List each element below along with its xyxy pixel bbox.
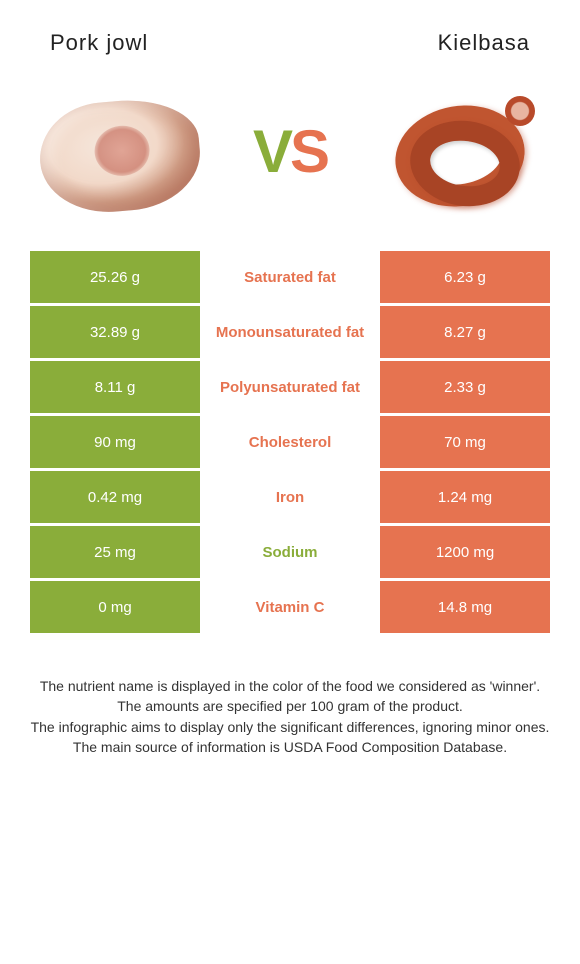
right-value: 1.24 mg (380, 471, 550, 523)
footer-line: The infographic aims to display only the… (25, 717, 555, 737)
left-value: 32.89 g (30, 306, 200, 358)
pork-jowl-image (30, 81, 210, 221)
comparison-table: 25.26 g Saturated fat 6.23 g 32.89 g Mon… (0, 251, 580, 633)
right-value: 2.33 g (380, 361, 550, 413)
left-value: 90 mg (30, 416, 200, 468)
table-row: 0.42 mg Iron 1.24 mg (30, 471, 550, 523)
vs-s: S (290, 118, 327, 185)
header: Pork jowl Kielbasa (0, 0, 580, 66)
table-row: 90 mg Cholesterol 70 mg (30, 416, 550, 468)
right-value: 70 mg (380, 416, 550, 468)
nutrient-label: Sodium (200, 526, 380, 578)
table-row: 0 mg Vitamin C 14.8 mg (30, 581, 550, 633)
left-value: 8.11 g (30, 361, 200, 413)
left-value: 25 mg (30, 526, 200, 578)
nutrient-label: Vitamin C (200, 581, 380, 633)
table-row: 8.11 g Polyunsaturated fat 2.33 g (30, 361, 550, 413)
vs-v: V (253, 118, 290, 185)
nutrient-label: Cholesterol (200, 416, 380, 468)
right-value: 8.27 g (380, 306, 550, 358)
left-value: 0 mg (30, 581, 200, 633)
left-value: 0.42 mg (30, 471, 200, 523)
table-row: 25.26 g Saturated fat 6.23 g (30, 251, 550, 303)
right-value: 6.23 g (380, 251, 550, 303)
vs-label: VS (253, 117, 327, 186)
right-value: 1200 mg (380, 526, 550, 578)
footer-notes: The nutrient name is displayed in the co… (0, 636, 580, 757)
images-row: VS (0, 66, 580, 251)
left-value: 25.26 g (30, 251, 200, 303)
table-row: 25 mg Sodium 1200 mg (30, 526, 550, 578)
nutrient-label: Saturated fat (200, 251, 380, 303)
footer-line: The main source of information is USDA F… (25, 737, 555, 757)
kielbasa-image (370, 81, 550, 221)
footer-line: The amounts are specified per 100 gram o… (25, 696, 555, 716)
nutrient-label: Iron (200, 471, 380, 523)
left-food-title: Pork jowl (50, 30, 148, 56)
nutrient-label: Monounsaturated fat (200, 306, 380, 358)
nutrient-label: Polyunsaturated fat (200, 361, 380, 413)
footer-line: The nutrient name is displayed in the co… (25, 676, 555, 696)
table-row: 32.89 g Monounsaturated fat 8.27 g (30, 306, 550, 358)
right-food-title: Kielbasa (438, 30, 530, 56)
right-value: 14.8 mg (380, 581, 550, 633)
